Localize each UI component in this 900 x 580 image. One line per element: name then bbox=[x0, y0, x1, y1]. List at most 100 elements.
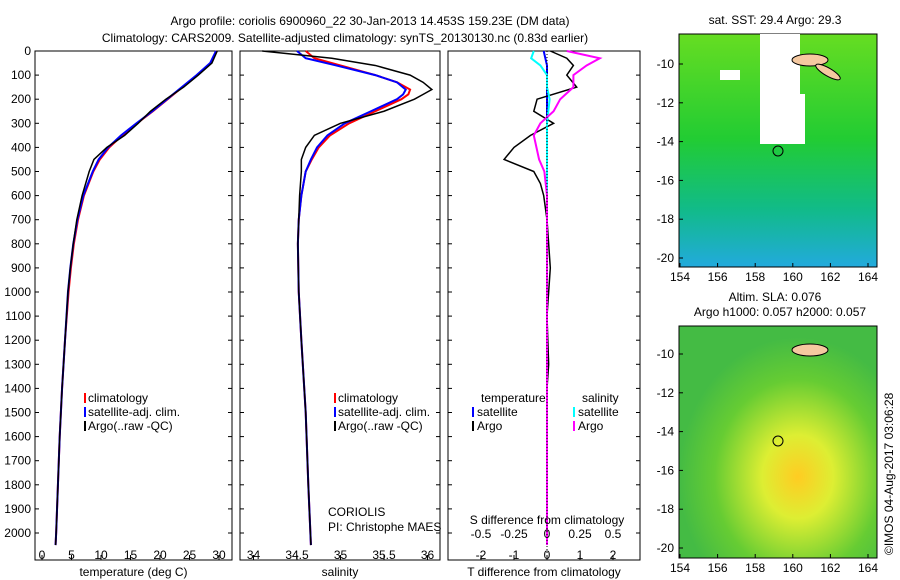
legend-label: climatology bbox=[338, 391, 398, 405]
y-tick-label: 1800 bbox=[4, 478, 31, 492]
plot-frame bbox=[447, 50, 641, 561]
island bbox=[791, 53, 829, 67]
lon-tick-label: 154 bbox=[670, 561, 690, 575]
legend-swatch bbox=[84, 393, 86, 403]
lon-tick-label: 160 bbox=[783, 561, 803, 575]
argo-position-marker bbox=[772, 145, 784, 157]
lat-tick-label: -10 bbox=[657, 347, 675, 361]
x-tick-label: -1 bbox=[509, 548, 520, 562]
sla-map-frame bbox=[678, 325, 878, 559]
y-tick-label: 2000 bbox=[4, 526, 31, 540]
legend-swatch bbox=[334, 407, 336, 417]
sla-map-title-2: Argo h1000: 0.057 h2000: 0.057 bbox=[694, 305, 866, 319]
y-tick-label: 1200 bbox=[4, 333, 31, 347]
legend-label: satellite bbox=[477, 405, 518, 419]
timestamp: ©IMOS 04-Aug-2017 03:06:28 bbox=[882, 392, 896, 555]
x-tick-label: 10 bbox=[94, 548, 108, 562]
y-tick-label: 1100 bbox=[5, 309, 31, 323]
x-axis-label: T difference from climatology bbox=[467, 565, 621, 579]
x-tick-label: 34.5 bbox=[285, 548, 309, 562]
y-tick-label: 400 bbox=[11, 140, 31, 154]
legend-swatch bbox=[472, 407, 474, 417]
lat-tick-label: -14 bbox=[657, 135, 675, 149]
y-tick-label: 1600 bbox=[4, 430, 31, 444]
x-tick-label: 25 bbox=[183, 548, 197, 562]
x-tick-label: 5 bbox=[68, 548, 75, 562]
lon-tick-label: 160 bbox=[783, 270, 803, 284]
legend-label: Argo(..raw -QC) bbox=[338, 419, 423, 433]
y-tick-label: 200 bbox=[11, 92, 31, 106]
x-tick-label: 1 bbox=[577, 548, 584, 562]
missing-data-patch bbox=[760, 94, 805, 144]
y-tick-label: 1700 bbox=[4, 454, 31, 468]
plot-frame bbox=[34, 50, 233, 561]
lon-tick-label: 162 bbox=[820, 270, 840, 284]
lon-tick-label: 158 bbox=[745, 561, 765, 575]
temperature-panel: 0100200300400500600700800900100011001200… bbox=[4, 44, 233, 579]
legend-label: climatology bbox=[88, 391, 148, 405]
y-tick-label: 900 bbox=[11, 261, 31, 275]
x-tick-label: 35.5 bbox=[372, 548, 396, 562]
salinity-panel: 34 34.5 35 35.5 36 salinity climatologysatelli… bbox=[239, 50, 441, 579]
x-tick-label: 36 bbox=[421, 548, 435, 562]
legend-swatch bbox=[573, 421, 575, 431]
legend-swatch bbox=[472, 421, 474, 431]
lat-tick-label: -18 bbox=[657, 212, 675, 226]
sst-map: sat. SST: 29.4 Argo: 29.3 154 156 158 160 16… bbox=[657, 13, 879, 284]
legend-swatch bbox=[334, 421, 336, 431]
sla-map-title-1: Altim. SLA: 0.076 bbox=[729, 290, 822, 304]
argo-position-marker bbox=[772, 435, 784, 447]
s-tick-label: -0.5 bbox=[471, 527, 492, 541]
x-tick-label: 2 bbox=[610, 548, 617, 562]
lat-tick-label: -12 bbox=[657, 386, 675, 400]
x-tick-label: -2 bbox=[476, 548, 487, 562]
lat-tick-label: -16 bbox=[657, 463, 675, 477]
x-axis-label: temperature (deg C) bbox=[79, 565, 187, 579]
legend-label: Argo(..raw -QC) bbox=[88, 419, 173, 433]
x-tick-label: 34 bbox=[247, 548, 261, 562]
series-line-argo-raw-qc- bbox=[262, 50, 434, 546]
y-tick-label: 0 bbox=[24, 44, 31, 58]
lon-tick-label: 164 bbox=[858, 561, 878, 575]
y-tick-label: 1900 bbox=[4, 502, 31, 516]
y-tick-label: 1000 bbox=[4, 285, 31, 299]
island bbox=[791, 343, 829, 357]
series-line-argo-raw-qc- bbox=[54, 50, 218, 546]
lon-tick-label: 156 bbox=[708, 270, 728, 284]
series-line-s-argo bbox=[532, 50, 603, 546]
difference-panel: -2-1012T difference from climatologytemp… bbox=[447, 50, 641, 579]
y-tick-label: 300 bbox=[11, 116, 31, 130]
lon-tick-label: 158 bbox=[745, 270, 765, 284]
y-tick-label: 600 bbox=[11, 189, 31, 203]
x-axis-label: salinity bbox=[322, 565, 359, 579]
y-tick-label: 800 bbox=[11, 237, 31, 251]
legend-swatch bbox=[84, 421, 86, 431]
lat-tick-label: -16 bbox=[657, 173, 675, 187]
lon-tick-label: 162 bbox=[820, 561, 840, 575]
x-tick-label: 0 bbox=[39, 548, 46, 562]
sst-map-title: sat. SST: 29.4 Argo: 29.3 bbox=[709, 13, 842, 27]
lat-tick-label: -12 bbox=[657, 96, 675, 110]
lon-tick-label: 154 bbox=[670, 270, 690, 284]
y-tick-label: 1500 bbox=[4, 406, 31, 420]
lat-tick-label: -10 bbox=[657, 57, 675, 71]
annotation-institution: CORIOLIS bbox=[328, 505, 385, 519]
x-tick-label: 35 bbox=[334, 548, 348, 562]
legend-swatch bbox=[334, 393, 336, 403]
series-line-climatology bbox=[296, 50, 412, 546]
title-line-1: Argo profile: coriolis 6900960_22 30-Jan… bbox=[171, 14, 570, 28]
lon-tick-label: 164 bbox=[858, 270, 878, 284]
legend-label: satellite-adj. clim. bbox=[88, 405, 180, 419]
series-line-satellite-adj-clim- bbox=[296, 50, 408, 546]
missing-data-patch bbox=[760, 34, 800, 94]
legend-label: Argo bbox=[477, 419, 503, 433]
y-tick-label: 500 bbox=[11, 165, 31, 179]
legend-header: salinity bbox=[582, 391, 619, 405]
legend-header: temperature bbox=[481, 391, 546, 405]
legend-label: satellite-adj. clim. bbox=[338, 405, 430, 419]
lat-tick-label: -20 bbox=[657, 251, 675, 265]
y-tick-label: 1400 bbox=[4, 381, 31, 395]
lat-tick-label: -14 bbox=[657, 425, 675, 439]
x-tick-label: 30 bbox=[212, 548, 226, 562]
x-tick-label: 20 bbox=[153, 548, 167, 562]
